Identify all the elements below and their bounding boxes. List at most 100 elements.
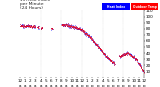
Point (73, 26, 75, 27)
Point (24, 25, 27, 27)
Point (74, 26, 77, 27)
Point (124, 54, 126, 55)
Point (72, 26, 75, 27)
Point (101, 50, 103, 51)
Point (86, 34, 88, 35)
Point (28, 25, 30, 26)
Point (79, 30, 82, 31)
Point (23, 27, 25, 28)
Point (33, 24, 35, 25)
Point (119, 56, 121, 57)
Point (107, 58, 110, 59)
Point (96, 44, 99, 45)
Point (31, 26, 34, 27)
Point (85, 33, 87, 34)
Point (37, 26, 39, 27)
Point (92, 38, 94, 39)
Point (70, 23, 72, 25)
Point (19, 25, 22, 26)
Point (75, 27, 77, 29)
Point (97, 47, 100, 48)
Point (22, 26, 24, 27)
Point (84, 33, 86, 34)
Point (79, 27, 81, 28)
Point (100, 51, 103, 52)
Point (128, 53, 131, 54)
Point (109, 59, 111, 61)
Point (101, 51, 104, 52)
Point (93, 41, 96, 43)
Point (126, 52, 129, 54)
Point (78, 27, 80, 29)
Point (81, 30, 84, 31)
Point (95, 43, 97, 44)
Point (120, 55, 122, 57)
Point (32, 25, 35, 26)
Point (36, 26, 39, 27)
Point (72, 26, 74, 27)
Point (61, 24, 64, 25)
Point (132, 56, 134, 58)
Point (80, 28, 82, 29)
Point (96, 46, 99, 47)
Point (130, 55, 132, 57)
Point (90, 36, 92, 37)
Point (120, 55, 123, 56)
Point (65, 22, 67, 23)
Point (121, 55, 124, 56)
Point (137, 62, 139, 63)
Point (81, 27, 83, 29)
Point (128, 54, 130, 55)
Point (106, 56, 108, 57)
Point (107, 57, 109, 58)
Point (93, 42, 95, 44)
Point (85, 32, 87, 33)
Point (68, 25, 71, 26)
Point (60, 23, 63, 25)
Point (29, 26, 32, 27)
Point (84, 34, 87, 35)
Point (91, 39, 94, 41)
Point (67, 22, 69, 24)
Point (21, 26, 23, 27)
Point (63, 24, 66, 25)
Point (95, 43, 98, 44)
Point (63, 24, 65, 25)
Point (89, 37, 91, 38)
Point (95, 43, 98, 44)
Point (76, 28, 79, 30)
Point (28, 24, 30, 25)
Point (25, 25, 27, 27)
Point (76, 28, 78, 29)
Point (142, 71, 145, 72)
Point (106, 57, 108, 58)
Point (84, 33, 87, 35)
Point (141, 70, 144, 72)
Point (39, 29, 42, 30)
Point (41, 27, 43, 28)
Point (94, 43, 97, 45)
Point (87, 35, 89, 36)
Point (100, 50, 103, 52)
Point (138, 63, 141, 65)
Point (126, 52, 129, 53)
Point (71, 26, 73, 27)
Point (32, 24, 35, 26)
Point (77, 27, 80, 28)
Point (87, 35, 90, 36)
Point (109, 59, 111, 60)
Point (51, 27, 54, 28)
Point (103, 53, 105, 54)
Point (97, 45, 99, 47)
Point (82, 30, 85, 31)
Point (64, 25, 66, 27)
Point (91, 39, 94, 41)
Point (93, 42, 96, 44)
Point (68, 25, 71, 26)
Point (50, 27, 52, 29)
Point (102, 53, 105, 55)
Point (93, 42, 96, 43)
Point (103, 53, 106, 54)
Point (132, 56, 135, 58)
Point (72, 25, 75, 27)
